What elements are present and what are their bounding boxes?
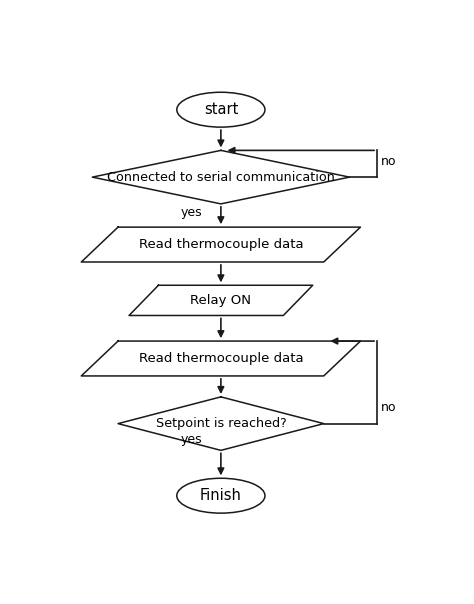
Text: no: no — [381, 155, 396, 168]
Polygon shape — [92, 150, 349, 204]
Text: yes: yes — [181, 434, 202, 446]
Text: Finish: Finish — [200, 488, 242, 503]
Text: start: start — [204, 102, 238, 117]
Ellipse shape — [177, 92, 265, 127]
Polygon shape — [129, 285, 313, 315]
Text: yes: yes — [181, 205, 202, 219]
Text: Read thermocouple data: Read thermocouple data — [138, 352, 303, 365]
Text: Connected to serial communication: Connected to serial communication — [107, 170, 335, 184]
Text: Read thermocouple data: Read thermocouple data — [138, 238, 303, 251]
Polygon shape — [118, 397, 324, 451]
Text: Relay ON: Relay ON — [191, 294, 251, 307]
Text: no: no — [381, 401, 396, 414]
Text: Setpoint is reached?: Setpoint is reached? — [155, 417, 286, 430]
Ellipse shape — [177, 478, 265, 513]
Polygon shape — [82, 227, 360, 262]
Polygon shape — [82, 341, 360, 376]
